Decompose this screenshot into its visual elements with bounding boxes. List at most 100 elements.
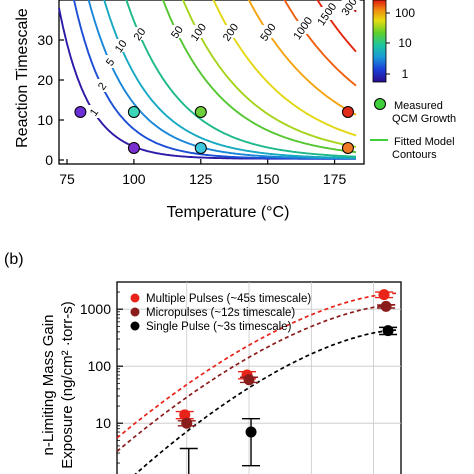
legend-marker xyxy=(374,98,386,110)
panel-a-y-tick-label: 10 xyxy=(37,112,53,128)
panel-a-x-tick-label: 100 xyxy=(122,171,146,187)
contour-label-bg xyxy=(111,39,130,52)
fit-line xyxy=(116,303,397,453)
contour-label-bg xyxy=(189,25,208,38)
panel-b-y-tick-label: 1 xyxy=(103,472,111,474)
legend-label: Fitted Model xyxy=(394,136,455,148)
panel-b-y-tick-label: 100 xyxy=(88,358,112,374)
legend-label: Contours xyxy=(392,149,437,161)
data-point xyxy=(179,409,191,421)
contour-label-bg xyxy=(221,25,240,38)
contour-label: 1 xyxy=(88,107,101,119)
panel-a-y-tick-label: 20 xyxy=(37,72,53,88)
panel-b-y-axis-label: n-Limiting Mass Gain Exposure (ng/cm² ·to… xyxy=(40,301,76,469)
measured-point xyxy=(127,106,140,118)
contour-line xyxy=(283,0,357,87)
contour-label-bg xyxy=(84,105,103,118)
panel-a-y-axis-label: Reaction Timescale xyxy=(14,8,31,148)
measured-point xyxy=(341,142,354,154)
measured-point xyxy=(127,142,140,154)
legend-marker xyxy=(130,307,140,317)
contour-line xyxy=(87,0,356,160)
legend-marker xyxy=(130,321,140,331)
fit-line xyxy=(134,329,397,474)
panel-a-axis-ticks xyxy=(59,39,336,164)
contour-label-bg xyxy=(92,79,111,92)
contour-label: 5 xyxy=(104,57,117,69)
measured-point xyxy=(74,106,87,118)
contour-label-bg xyxy=(167,25,186,38)
contour-label-bg xyxy=(100,55,119,68)
legend-label: Measured xyxy=(394,100,443,112)
panel-a-x-tick-label: 150 xyxy=(256,171,280,187)
panel-b-y-axis-label-line: n-Limiting Mass Gain xyxy=(40,315,57,456)
legend-label: QCM Growth xyxy=(392,113,456,125)
data-point xyxy=(245,426,257,438)
contour-line xyxy=(161,0,357,154)
contour-label: 1000 xyxy=(291,15,315,42)
contour-label-bg xyxy=(130,27,149,40)
measured-point xyxy=(341,106,354,118)
data-point xyxy=(243,374,255,386)
contour-label-bg xyxy=(341,0,360,10)
fit-line xyxy=(116,292,397,439)
panel-b: (b) 1 10 100 1000 n-Limiting Mass GainExpos… xyxy=(4,251,402,474)
panel-b-plot-frame xyxy=(116,281,402,474)
colorbar-tick-labels: 1 10 100 xyxy=(386,6,415,81)
legend-label: Micropulses (~12s timescale) xyxy=(146,307,295,319)
panel-a-x-tick-label: 75 xyxy=(59,171,75,187)
contour-label-bg xyxy=(317,7,336,20)
panel-a-y-tick-label: 30 xyxy=(37,32,53,48)
contour-label: 20 xyxy=(132,26,149,43)
panel-b-y-tick-label: 1000 xyxy=(80,301,111,317)
panel-b-y-tick-label: 10 xyxy=(95,415,111,431)
panel-b-legend: Multiple Pulses (~45s timescale) Micropul… xyxy=(130,293,311,333)
colorbar-tick-label: 100 xyxy=(395,6,415,20)
panel-a-plot-frame xyxy=(58,0,365,165)
contour-label: 2 xyxy=(96,81,109,93)
contour-label: 50 xyxy=(169,24,186,41)
contour-line xyxy=(125,0,356,158)
data-point xyxy=(382,325,394,337)
panel-b-label: (b) xyxy=(4,251,24,268)
contour-label: 1500 xyxy=(315,1,339,28)
panel-a-x-tick-labels: 75 100 125 150 175 xyxy=(59,171,346,187)
colorbar-tick-label: 1 xyxy=(402,67,409,81)
panel-a-measured-points xyxy=(74,106,354,154)
panel-a-x-tick-label: 175 xyxy=(323,171,347,187)
panel-a-x-tick-label: 125 xyxy=(189,171,213,187)
panel-b-points xyxy=(175,289,398,474)
data-point xyxy=(378,289,390,301)
contour-label: 200 xyxy=(221,22,241,44)
contour-label: 500 xyxy=(258,22,278,44)
colorbar-tick-label: 10 xyxy=(398,36,412,50)
contour-label-bg xyxy=(293,21,312,34)
contour-line xyxy=(212,0,357,137)
data-point xyxy=(181,417,193,429)
data-point xyxy=(380,300,392,312)
contour-line xyxy=(247,0,357,116)
contour-line xyxy=(103,0,356,159)
contour-line xyxy=(182,0,357,148)
legend-label: Multiple Pulses (~45s timescale) xyxy=(146,293,311,305)
panel-a-x-axis-label: Temperature (°C) xyxy=(167,204,290,221)
contour-label-bg xyxy=(258,25,277,38)
legend-marker xyxy=(130,293,140,303)
colorbar xyxy=(372,0,387,83)
legend-label: Single Pulse (~3s timescale) xyxy=(146,321,292,333)
panel-a-y-tick-label: 0 xyxy=(45,152,53,168)
contour-label: 10 xyxy=(113,38,130,55)
contour-line xyxy=(316,0,357,53)
contour-label: 100 xyxy=(189,22,209,44)
panel-b-fit-lines xyxy=(116,292,397,474)
panel-a-y-tick-labels: 0 10 20 30 xyxy=(37,32,53,168)
panel-b-y-axis-label-line: Exposure (ng/cm² ·torr-s) xyxy=(59,301,76,469)
panel-b-y-tick-labels: 1 10 100 1000 xyxy=(80,301,111,474)
panel-b-grid xyxy=(117,281,401,474)
measured-point xyxy=(194,142,207,154)
measured-point xyxy=(194,106,207,118)
